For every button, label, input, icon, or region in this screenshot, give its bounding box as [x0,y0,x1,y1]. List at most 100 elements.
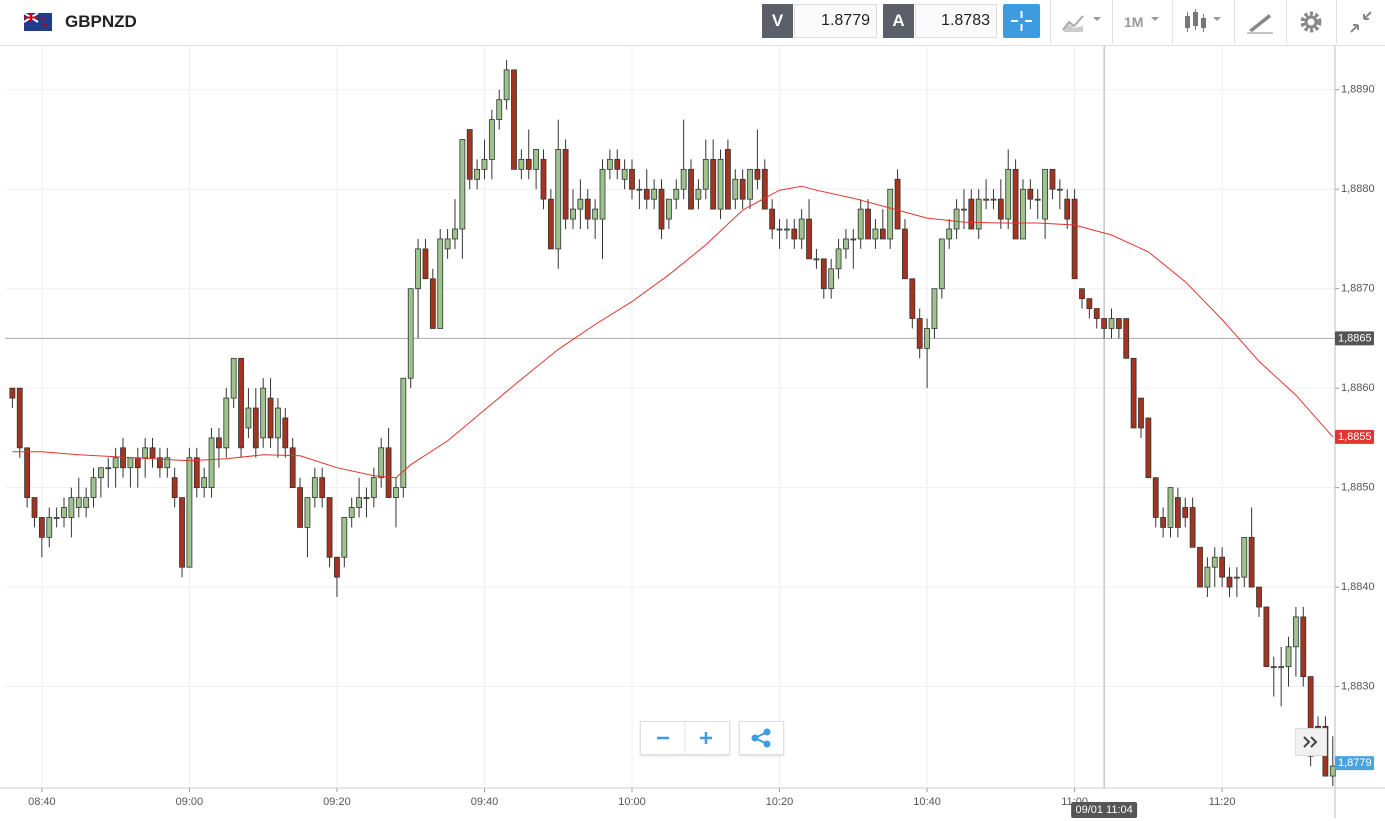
candle-body [651,188,658,200]
ask-price[interactable]: 1.8783 [915,4,997,38]
candle-body [216,437,222,449]
icon [1185,9,1221,32]
x-tick-label: 09:00 [176,796,204,808]
candle-body [739,178,746,200]
candle-body [267,397,274,439]
zoom-icons [657,722,712,754]
candle-body [341,517,348,558]
candle-body [24,447,31,498]
candle-body [503,69,510,101]
candle-body [1241,536,1248,578]
crosshair-time-bg [1071,802,1138,818]
crosshair-icon [1011,11,1032,31]
candle-button[interactable] [1172,0,1233,44]
candle-body [850,238,857,241]
candle-body [872,228,879,240]
candle-body [1079,288,1085,300]
y-tick-label: 1,8890 [1341,84,1375,96]
candle-body [488,119,495,160]
y-tick-label: 1,8870 [1341,283,1375,295]
candle-body [894,178,901,230]
candle-body [540,158,547,200]
candle-body [968,198,975,230]
candle-body [673,188,680,200]
candle-body [282,417,289,449]
candle-body [334,556,340,578]
candle-body [688,168,694,210]
candle-body [31,497,38,518]
candle-body [1152,477,1159,518]
y-tick-label: 1,8830 [1341,680,1375,692]
candle-body [474,168,481,180]
candle-body [1005,168,1012,220]
candle-body [378,447,385,479]
candle-body [916,318,923,349]
y-tick-label: 1,8850 [1341,482,1375,494]
crosshair-price-label: 1,8865 [1338,332,1372,344]
candle-body [621,168,628,180]
candle-body [902,228,908,280]
candle-body [732,178,739,200]
candle-body [614,158,621,170]
candle-body [1329,765,1336,777]
candle-body [437,238,444,329]
crosshair-price-label-bg [1335,331,1374,346]
toolbar: GBPNZD V 1.8779 A 1.8783 1M [0,0,1385,46]
crosshair-button[interactable] [1003,4,1040,38]
candle-body [275,407,281,439]
share-icon [751,728,771,748]
candle-body [702,158,709,190]
candle-body [710,158,717,210]
candle-body [525,158,532,170]
candle-body [961,208,967,211]
ma-label: 1,8855 [1338,431,1372,443]
candle-body [459,139,466,230]
candle-body [400,377,407,489]
candle-body [813,258,820,261]
candle-body [370,477,377,498]
candle-body [835,248,842,270]
candle-body [1182,507,1189,518]
candle-body [909,278,916,319]
candle-body [1211,556,1218,568]
candle-body [422,248,429,280]
candle-body [1174,497,1181,528]
candle-body [223,397,230,449]
candle-body [1086,298,1093,309]
candle-body [1056,188,1063,191]
chart-type-button[interactable] [1050,0,1111,44]
candle-body [238,357,244,449]
candle-body [754,168,761,180]
bid-price[interactable]: 1.8779 [794,4,877,38]
candle-body [186,457,193,568]
candle-body [665,198,672,220]
candle-body [606,158,613,170]
candle-body [326,497,333,558]
candle-body [658,188,665,230]
candle-body [157,457,163,469]
candle-body [105,467,112,470]
candle-body [179,497,185,568]
timeframe-button[interactable]: 1M [1112,0,1171,44]
candle-body [946,228,953,240]
symbol: GBPNZD [65,12,137,31]
candle-body [38,517,45,538]
icon [1062,15,1101,32]
candle-body [511,69,517,170]
candle-body [201,477,208,489]
candle-body [791,228,798,240]
candle-body [97,467,104,479]
candle-body [127,457,134,469]
fullscreen-button[interactable] [1336,0,1385,44]
scroll-end-button[interactable] [1295,728,1327,756]
candle-body [857,208,864,240]
y-tick-label: 1,8860 [1341,382,1375,394]
candle-body [1219,556,1226,578]
draw-button[interactable] [1234,0,1285,44]
candle-body [577,198,584,210]
candle-body [924,328,930,349]
share-button[interactable] [739,721,784,755]
settings-button[interactable] [1286,0,1335,44]
candle-body [547,198,554,250]
candle-body [629,168,635,190]
